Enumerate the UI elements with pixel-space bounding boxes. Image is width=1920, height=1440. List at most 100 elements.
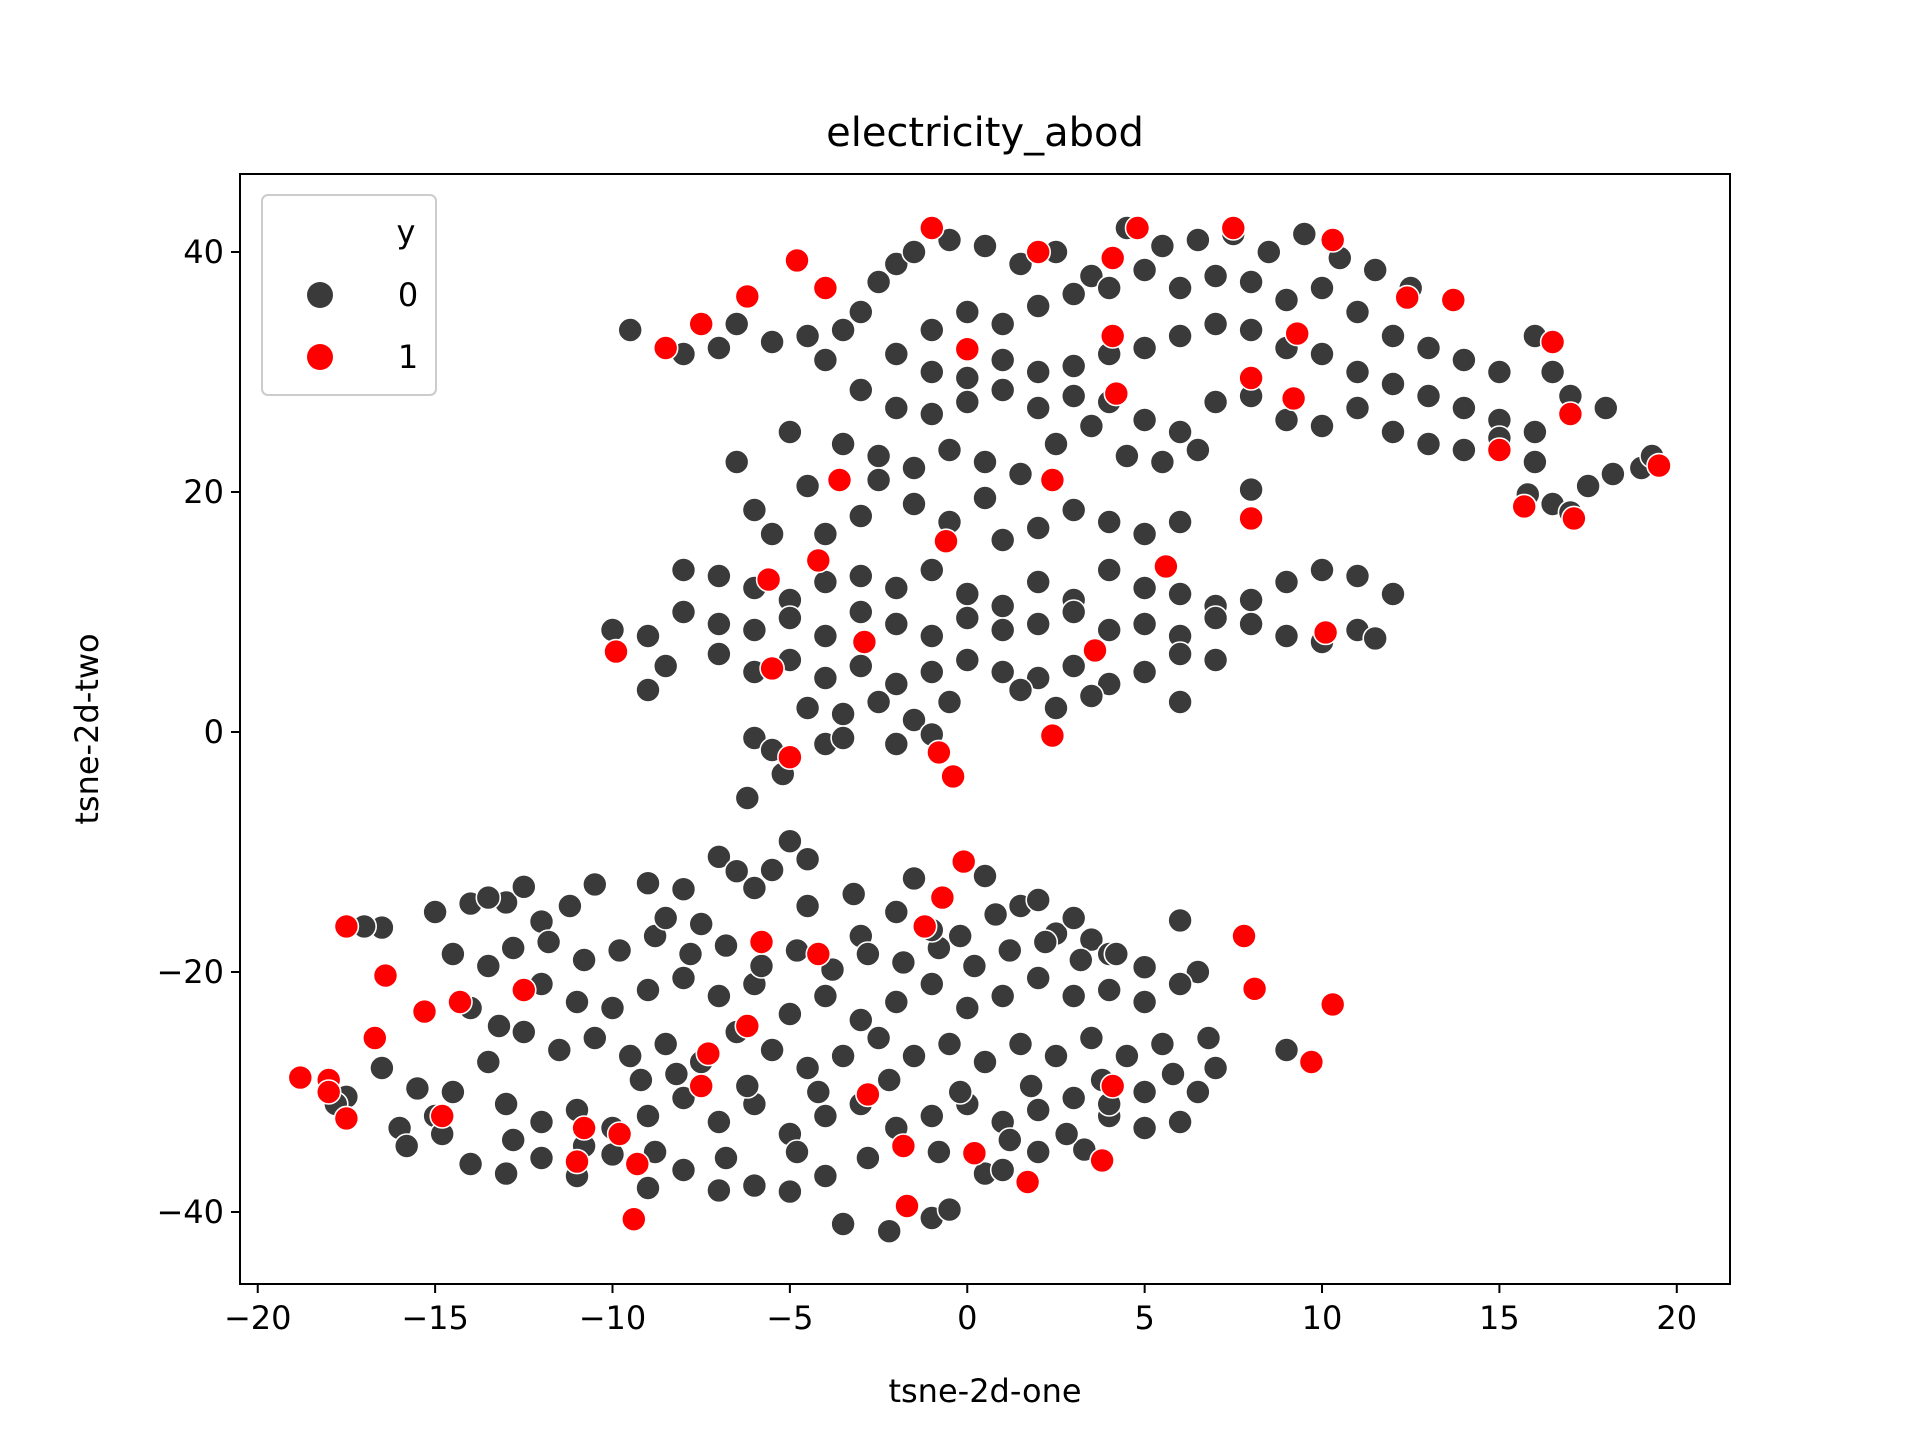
data-point-0 xyxy=(1078,263,1105,289)
chart-title: electricity_abod xyxy=(826,110,1144,156)
data-point-0 xyxy=(1380,581,1406,607)
data-point-0 xyxy=(1380,419,1406,445)
data-point-0 xyxy=(1167,907,1193,934)
data-point-0 xyxy=(422,899,448,925)
data-point-0 xyxy=(847,377,874,403)
data-point-0 xyxy=(794,846,821,873)
data-point-1 xyxy=(1241,975,1268,1002)
x-tick-label: 5 xyxy=(1134,1299,1154,1337)
data-point-1 xyxy=(688,1073,715,1099)
data-point-0 xyxy=(635,1103,661,1129)
data-point-0 xyxy=(1025,395,1051,421)
data-point-0 xyxy=(670,557,697,583)
data-point-1 xyxy=(734,283,761,310)
data-point-0 xyxy=(926,1139,952,1165)
data-point-1 xyxy=(950,848,977,875)
data-point-0 xyxy=(1167,323,1193,349)
data-point-0 xyxy=(1078,926,1105,953)
data-point-0 xyxy=(1167,1109,1193,1135)
data-point-0 xyxy=(581,871,608,898)
data-point-0 xyxy=(936,1031,963,1057)
data-point-0 xyxy=(1060,983,1087,1009)
data-point-0 xyxy=(784,1139,810,1165)
data-point-1 xyxy=(1646,452,1672,479)
data-point-1 xyxy=(652,335,679,361)
data-point-0 xyxy=(528,1109,555,1135)
data-point-0 xyxy=(1043,1043,1069,1069)
data-point-0 xyxy=(1185,227,1211,253)
data-point-0 xyxy=(1362,257,1388,283)
data-point-0 xyxy=(812,521,839,547)
data-point-0 xyxy=(989,659,1016,685)
data-point-0 xyxy=(777,1178,803,1205)
data-point-0 xyxy=(1238,317,1264,343)
data-point-0 xyxy=(989,593,1016,619)
data-point-0 xyxy=(961,953,988,979)
data-point-1 xyxy=(1280,385,1307,412)
data-point-0 xyxy=(1025,1097,1051,1123)
data-point-0 xyxy=(706,641,732,667)
data-point-0 xyxy=(1593,395,1619,421)
data-point-0 xyxy=(830,1043,856,1069)
data-point-0 xyxy=(1160,1061,1186,1087)
data-point-0 xyxy=(1522,449,1548,475)
data-point-0 xyxy=(812,1163,839,1189)
data-point-0 xyxy=(670,1157,697,1183)
data-point-1 xyxy=(1039,467,1066,493)
data-point-1 xyxy=(287,1064,314,1091)
data-point-0 xyxy=(1202,1055,1229,1081)
data-point-0 xyxy=(1344,563,1371,589)
data-point-0 xyxy=(564,989,590,1015)
data-point-0 xyxy=(830,725,856,751)
data-point-0 xyxy=(918,317,945,343)
data-point-0 xyxy=(794,473,821,499)
data-point-0 xyxy=(535,929,562,955)
data-point-0 xyxy=(1238,611,1264,637)
data-point-0 xyxy=(546,1037,573,1063)
y-tick-label: −40 xyxy=(156,1193,224,1231)
data-point-0 xyxy=(1096,977,1122,1003)
data-point-1 xyxy=(1238,505,1264,532)
data-point-1 xyxy=(1103,380,1130,407)
legend-label-0: 0 xyxy=(398,276,418,314)
data-point-0 xyxy=(606,937,633,964)
data-point-0 xyxy=(865,269,892,295)
data-point-0 xyxy=(830,431,856,457)
data-point-1 xyxy=(1089,1147,1115,1174)
data-point-0 xyxy=(493,1091,519,1117)
data-point-0 xyxy=(1096,557,1122,583)
data-point-0 xyxy=(784,937,810,964)
data-point-0 xyxy=(865,443,892,469)
data-point-0 xyxy=(972,1049,998,1075)
data-point-0 xyxy=(883,611,910,637)
data-point-0 xyxy=(652,905,679,931)
y-tick-label: 0 xyxy=(204,713,224,751)
data-point-0 xyxy=(777,419,803,445)
data-point-1 xyxy=(1539,329,1566,355)
data-point-0 xyxy=(571,947,597,973)
data-point-0 xyxy=(670,1085,697,1111)
data-point-0 xyxy=(652,1031,679,1057)
data-point-1 xyxy=(411,998,438,1025)
data-point-1 xyxy=(1153,553,1179,580)
data-point-0 xyxy=(1096,671,1122,697)
data-point-1 xyxy=(1319,991,1346,1018)
data-point-0 xyxy=(1202,605,1229,631)
data-point-0 xyxy=(901,491,927,517)
data-point-0 xyxy=(847,599,874,625)
data-point-0 xyxy=(1238,269,1264,295)
data-point-1 xyxy=(805,941,832,967)
data-point-1 xyxy=(372,962,399,989)
data-point-0 xyxy=(1053,1121,1080,1147)
data-point-0 xyxy=(741,617,768,643)
data-point-0 xyxy=(1007,251,1034,277)
data-point-0 xyxy=(954,389,981,415)
x-tick-label: −15 xyxy=(401,1299,469,1337)
data-point-0 xyxy=(989,1157,1016,1183)
data-point-0 xyxy=(901,455,927,481)
data-point-0 xyxy=(1096,509,1122,535)
data-point-0 xyxy=(557,893,583,919)
data-point-0 xyxy=(1025,293,1051,319)
data-point-0 xyxy=(1131,575,1158,601)
